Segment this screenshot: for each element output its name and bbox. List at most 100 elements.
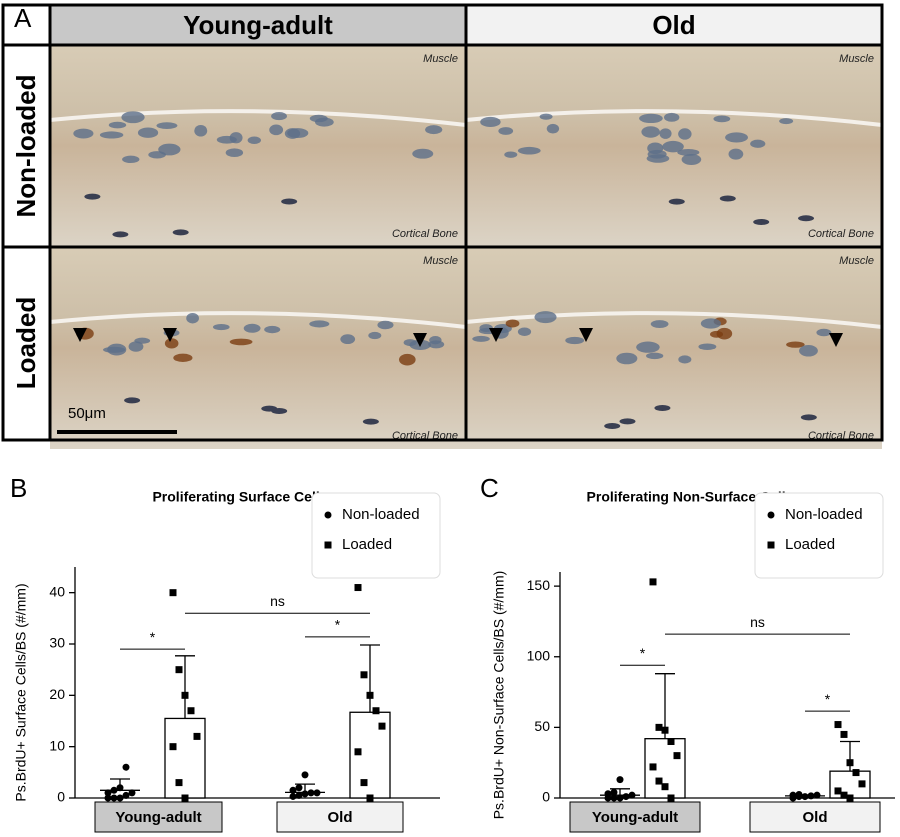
data-point (840, 730, 848, 738)
column-header-bg (466, 5, 882, 45)
tissue-label: Muscle (423, 53, 458, 65)
data-point (813, 791, 821, 799)
nucleus (725, 132, 748, 143)
data-point (667, 794, 675, 802)
y-tick-label: 10 (49, 737, 65, 753)
nucleus (681, 154, 702, 166)
category-box (569, 801, 701, 833)
y-tick-label: 50 (534, 718, 550, 734)
data-point (169, 589, 177, 597)
panel-letter: A (14, 3, 32, 33)
chart-title: Proliferating Surface Cells (152, 489, 327, 505)
membrane (465, 311, 883, 329)
data-point (354, 748, 362, 756)
arrowhead (829, 333, 843, 347)
data-point (366, 691, 374, 699)
significance-label: * (150, 629, 156, 645)
row-header: Non-loaded (11, 75, 41, 218)
column-header: Young-adult (183, 10, 333, 40)
osteocyte (84, 193, 101, 200)
micrograph (50, 45, 466, 247)
nucleus (616, 352, 638, 365)
scale-label: 50μm (68, 405, 106, 422)
nucleus (377, 320, 394, 330)
nucleus (664, 112, 680, 122)
x-tick-label: Old (803, 809, 828, 826)
nucleus (534, 311, 557, 324)
y-axis-label: Ps.BrdU+ Surface Cells/BS (#/mm) (13, 583, 29, 801)
osteocyte (261, 405, 278, 412)
data-point (110, 794, 118, 802)
y-tick-label: 150 (527, 577, 551, 593)
membrane (465, 109, 883, 127)
nucleus (636, 341, 660, 353)
category-box (94, 801, 223, 833)
y-tick-label: 0 (57, 789, 65, 805)
data-point (307, 789, 315, 797)
data-point (846, 759, 854, 767)
data-point (169, 743, 177, 751)
nucleus (269, 124, 284, 136)
y-tick-label: 100 (527, 647, 551, 663)
legend-marker (767, 541, 775, 549)
data-point (301, 771, 309, 779)
nucleus (186, 313, 199, 324)
error-bar (360, 644, 380, 713)
nucleus (678, 128, 692, 140)
data-point (110, 786, 118, 794)
data-point (649, 578, 657, 586)
nucleus (505, 319, 520, 328)
nucleus (799, 345, 818, 357)
data-point (834, 721, 842, 729)
nucleus (565, 336, 585, 345)
data-point (846, 794, 854, 802)
nucleus (164, 338, 179, 349)
y-tick-label: 30 (49, 635, 65, 651)
nucleus (194, 124, 208, 137)
nucleus (247, 136, 261, 144)
legend-marker (324, 511, 332, 519)
data-point (649, 763, 657, 771)
nucleus (472, 335, 490, 342)
nucleus (225, 148, 244, 158)
data-point (104, 794, 112, 802)
data-point (128, 789, 136, 797)
column-header: Old (652, 10, 695, 40)
category-box (749, 801, 881, 833)
data-point (360, 671, 368, 679)
nucleus (425, 125, 443, 135)
tissue-label: Cortical Bone (808, 228, 874, 240)
y-tick-label: 0 (542, 789, 550, 805)
x-tick-label: Old (328, 809, 353, 826)
osteocyte (281, 198, 298, 205)
data-point (655, 777, 663, 785)
y-axis-label: Ps.BrdU+ Non-Surface Cells/BS (#/mm) (491, 571, 507, 820)
nucleus (786, 341, 805, 348)
x-tick-label: Young-adult (115, 809, 201, 826)
membrane (49, 311, 467, 329)
nucleus (216, 135, 237, 144)
data-point (604, 790, 612, 798)
nucleus (173, 353, 193, 363)
osteocyte (619, 418, 636, 425)
membrane (49, 109, 467, 127)
osteocyte (362, 418, 379, 425)
nucleus (315, 117, 334, 127)
data-point (116, 794, 124, 802)
data-point (834, 787, 842, 795)
significance-label: * (825, 691, 831, 707)
error-bar (840, 740, 860, 772)
data-point (295, 791, 303, 799)
legend-marker (324, 541, 332, 549)
nucleus (517, 146, 541, 155)
nucleus (662, 140, 684, 153)
osteocyte (112, 231, 129, 238)
osteocyte (124, 397, 141, 404)
nucleus (646, 154, 670, 163)
nucleus (750, 139, 766, 148)
nucleus (698, 343, 717, 351)
nucleus (122, 155, 140, 164)
data-point (295, 784, 303, 792)
arrowhead (489, 328, 503, 342)
osteocyte (753, 218, 770, 225)
